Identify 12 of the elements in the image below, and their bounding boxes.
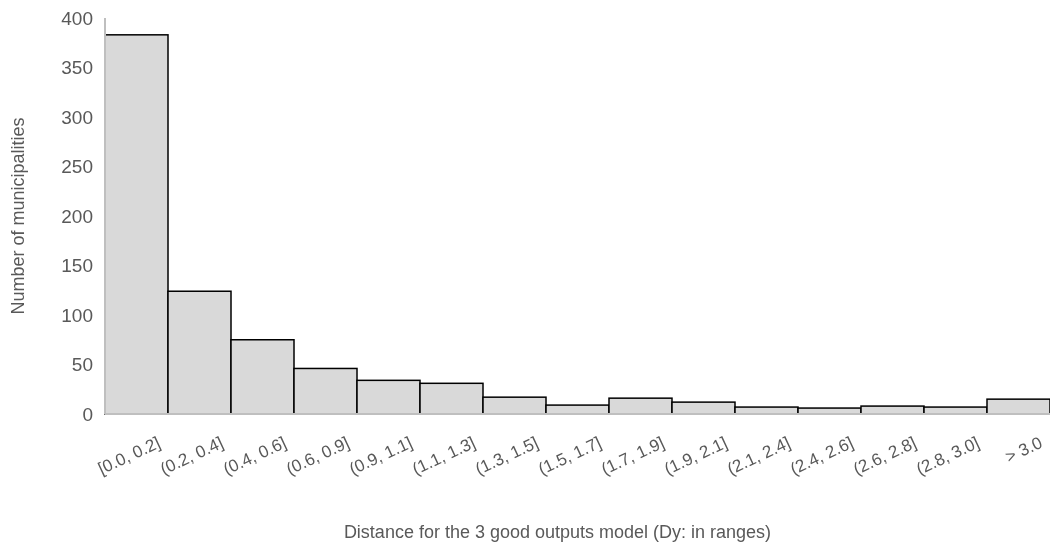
y-tick-label: 350	[61, 57, 93, 79]
y-tick-label: 300	[61, 106, 93, 128]
y-tick-label: 400	[61, 7, 93, 29]
y-tick-label: 50	[71, 354, 93, 376]
y-tick-label: 150	[61, 255, 93, 277]
y-tick-label: 0	[82, 403, 93, 425]
y-tick-label: 200	[61, 205, 93, 227]
x-tick-label: > 3.0	[1002, 433, 1046, 467]
y-tick-label: 100	[61, 304, 93, 326]
y-axis-title: Number of municipalities	[8, 117, 28, 315]
x-axis-title: Distance for the 3 good outputs model (Dy: in ranges)	[343, 522, 772, 542]
y-tick-label: 250	[61, 156, 93, 178]
